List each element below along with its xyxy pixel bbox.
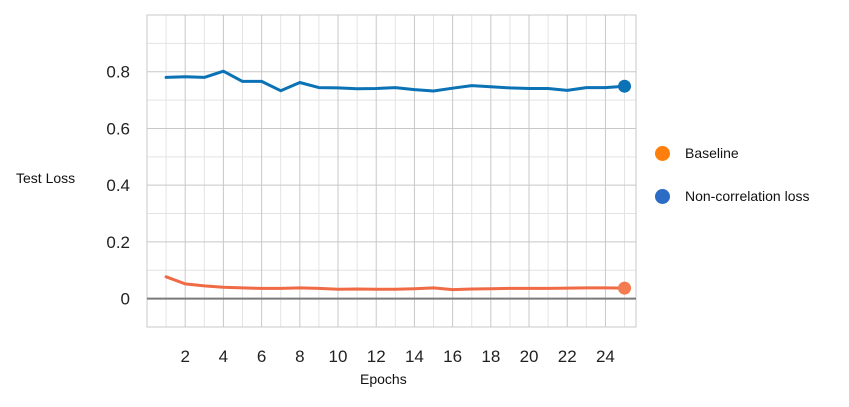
legend-label-baseline: Baseline [685,145,739,161]
x-tick-label: 8 [295,347,304,366]
x-axis-label: Epochs [360,371,407,387]
y-tick-label: 0.4 [106,176,130,195]
legend: Baseline Non-correlation loss [655,142,845,228]
plot-frame [146,14,637,328]
x-tick-label: 6 [257,347,266,366]
x-tick-label: 2 [180,347,189,366]
x-tick-label: 22 [558,347,577,366]
x-tick-label: 18 [481,347,500,366]
x-tick-label: 24 [596,347,615,366]
y-tick-label: 0.6 [106,119,130,138]
x-tick-label: 16 [443,347,462,366]
x-tick-label: 10 [329,347,348,366]
x-tick-label: 14 [405,347,424,366]
series-end-marker-non-correlation-loss [618,79,632,93]
series-line-non-correlation-loss [164,69,626,93]
series-end-marker-baseline [618,281,632,295]
y-tick-label: 0.2 [106,233,130,252]
x-tick-label: 4 [219,347,228,366]
legend-marker-baseline [655,145,670,161]
legend-label-non-correlation-loss: Non-correlation loss [685,188,810,204]
x-tick-label: 12 [367,347,386,366]
y-axis-label: Test Loss [16,170,76,186]
legend-marker-non-correlation-loss [655,188,670,204]
legend-item-baseline[interactable]: Baseline [655,142,845,164]
x-tick-label: 20 [520,347,539,366]
y-tick-label: 0.8 [106,63,130,82]
y-tick-label: 0 [121,290,130,309]
series-line-baseline [164,275,626,292]
legend-item-non-correlation-loss[interactable]: Non-correlation loss [655,185,845,207]
